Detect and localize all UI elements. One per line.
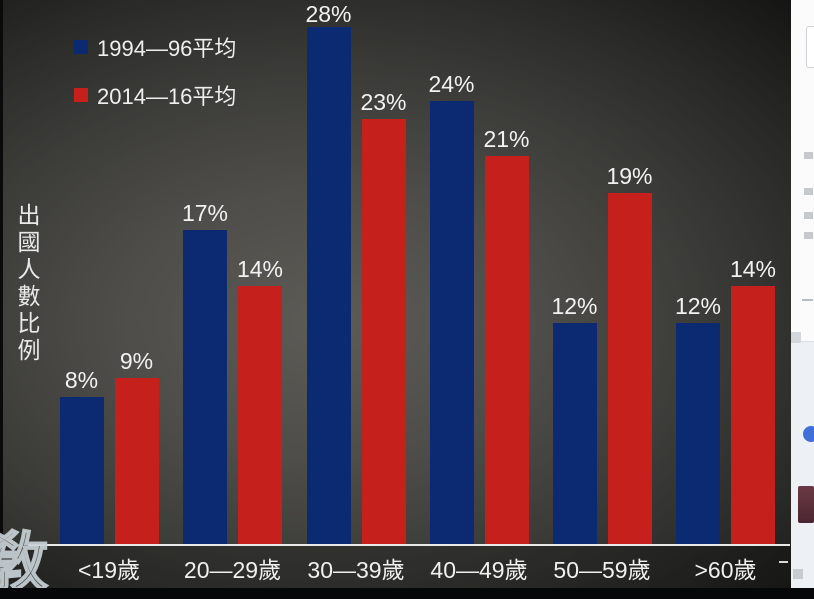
- bar-value-label: 21%: [483, 126, 530, 152]
- bar-value-label: 17%: [181, 200, 229, 226]
- bar-value-label: 8%: [64, 367, 99, 393]
- bar-series2-50—59歲: [607, 193, 652, 545]
- bottom-black-bar: [0, 588, 814, 599]
- clipped-text-fragment: [804, 212, 813, 219]
- avatar-icon: [803, 426, 814, 442]
- bar-series1-30—39歲: [306, 27, 351, 545]
- clipped-button-fragment: [791, 332, 801, 343]
- legend-item-2014-16: 2014—16平均: [74, 83, 236, 109]
- x-axis-tick-label: 40—49歲: [430, 557, 528, 583]
- y-axis-title: 出國人數比例: [14, 203, 40, 365]
- bar-series1->60歲: [676, 323, 720, 545]
- clipped-divider-fragment: [802, 299, 813, 301]
- bar-value-label: 14%: [729, 256, 777, 282]
- bar-series1-50—59歲: [552, 323, 597, 545]
- bar-series1-40—49歲: [429, 101, 474, 545]
- bar-value-label: 9%: [119, 348, 154, 374]
- legend-item-1994-96: 1994—96平均: [74, 35, 236, 61]
- bar-series2-30—39歲: [361, 119, 406, 545]
- bar-value-label: 19%: [606, 163, 653, 189]
- bar-value-label: 24%: [428, 71, 475, 97]
- plot-area: 8% 9% 17% 14% 28% 23% 24% 21% 12% 19% 12% 14%: [59, 1, 777, 545]
- x-axis-tick-label: 50—59歲: [553, 557, 651, 583]
- legend-label: 2014—16平均: [97, 84, 237, 109]
- chart-legend: 1994—96平均 2014—16平均: [74, 35, 236, 131]
- bar-value-label: 23%: [360, 89, 407, 115]
- x-axis-line: [28, 544, 790, 546]
- x-axis-labels: <19歲 20—29歲 30—39歲 40—49歲 50—59歲 >60歲: [0, 556, 791, 588]
- axis-band-shade: [0, 546, 791, 588]
- clipped-text-fragment: [804, 188, 813, 195]
- bar-series2-40—49歲: [484, 156, 529, 545]
- bar-value-label: 12%: [674, 293, 722, 319]
- x-axis-tick-label: 30—39歲: [307, 557, 405, 583]
- background-page-strip: [791, 0, 814, 588]
- clipped-text-fragment: [804, 152, 813, 159]
- bar-chart: 1994—96平均 2014—16平均 出國人數比例 8% 9% 17% 14% 28%…: [0, 1, 791, 598]
- left-black-edge: [0, 0, 3, 599]
- bar-series1-20—29歲: [183, 230, 227, 545]
- clipped-icon-fragment: [793, 569, 803, 579]
- clipped-text-fragment: [804, 232, 813, 239]
- bar-series2-20—29歲: [238, 286, 282, 545]
- watermark-glyph: 敎: [0, 528, 49, 598]
- bar-series2->60歲: [731, 286, 775, 545]
- x-axis-tick-label: 20—29歲: [183, 557, 282, 583]
- legend-swatch-blue-icon: [74, 40, 88, 54]
- legend-swatch-red-icon: [74, 88, 88, 102]
- bar-value-label: 28%: [305, 1, 352, 27]
- x-axis-tick-label: <19歲: [77, 557, 140, 583]
- bar-value-label: 14%: [236, 256, 284, 282]
- bar-series2-<19歲: [114, 378, 159, 545]
- clipped-image-fragment: [798, 486, 814, 523]
- clipped-input-fragment: [806, 26, 814, 68]
- bar-series1-<19歲: [59, 397, 104, 545]
- legend-label: 1994—96平均: [97, 36, 237, 61]
- background-page-section: [791, 341, 814, 588]
- bar-value-label: 12%: [551, 293, 598, 319]
- x-axis-tick-label: >60歲: [694, 557, 757, 583]
- stray-line-fragment: [779, 561, 788, 563]
